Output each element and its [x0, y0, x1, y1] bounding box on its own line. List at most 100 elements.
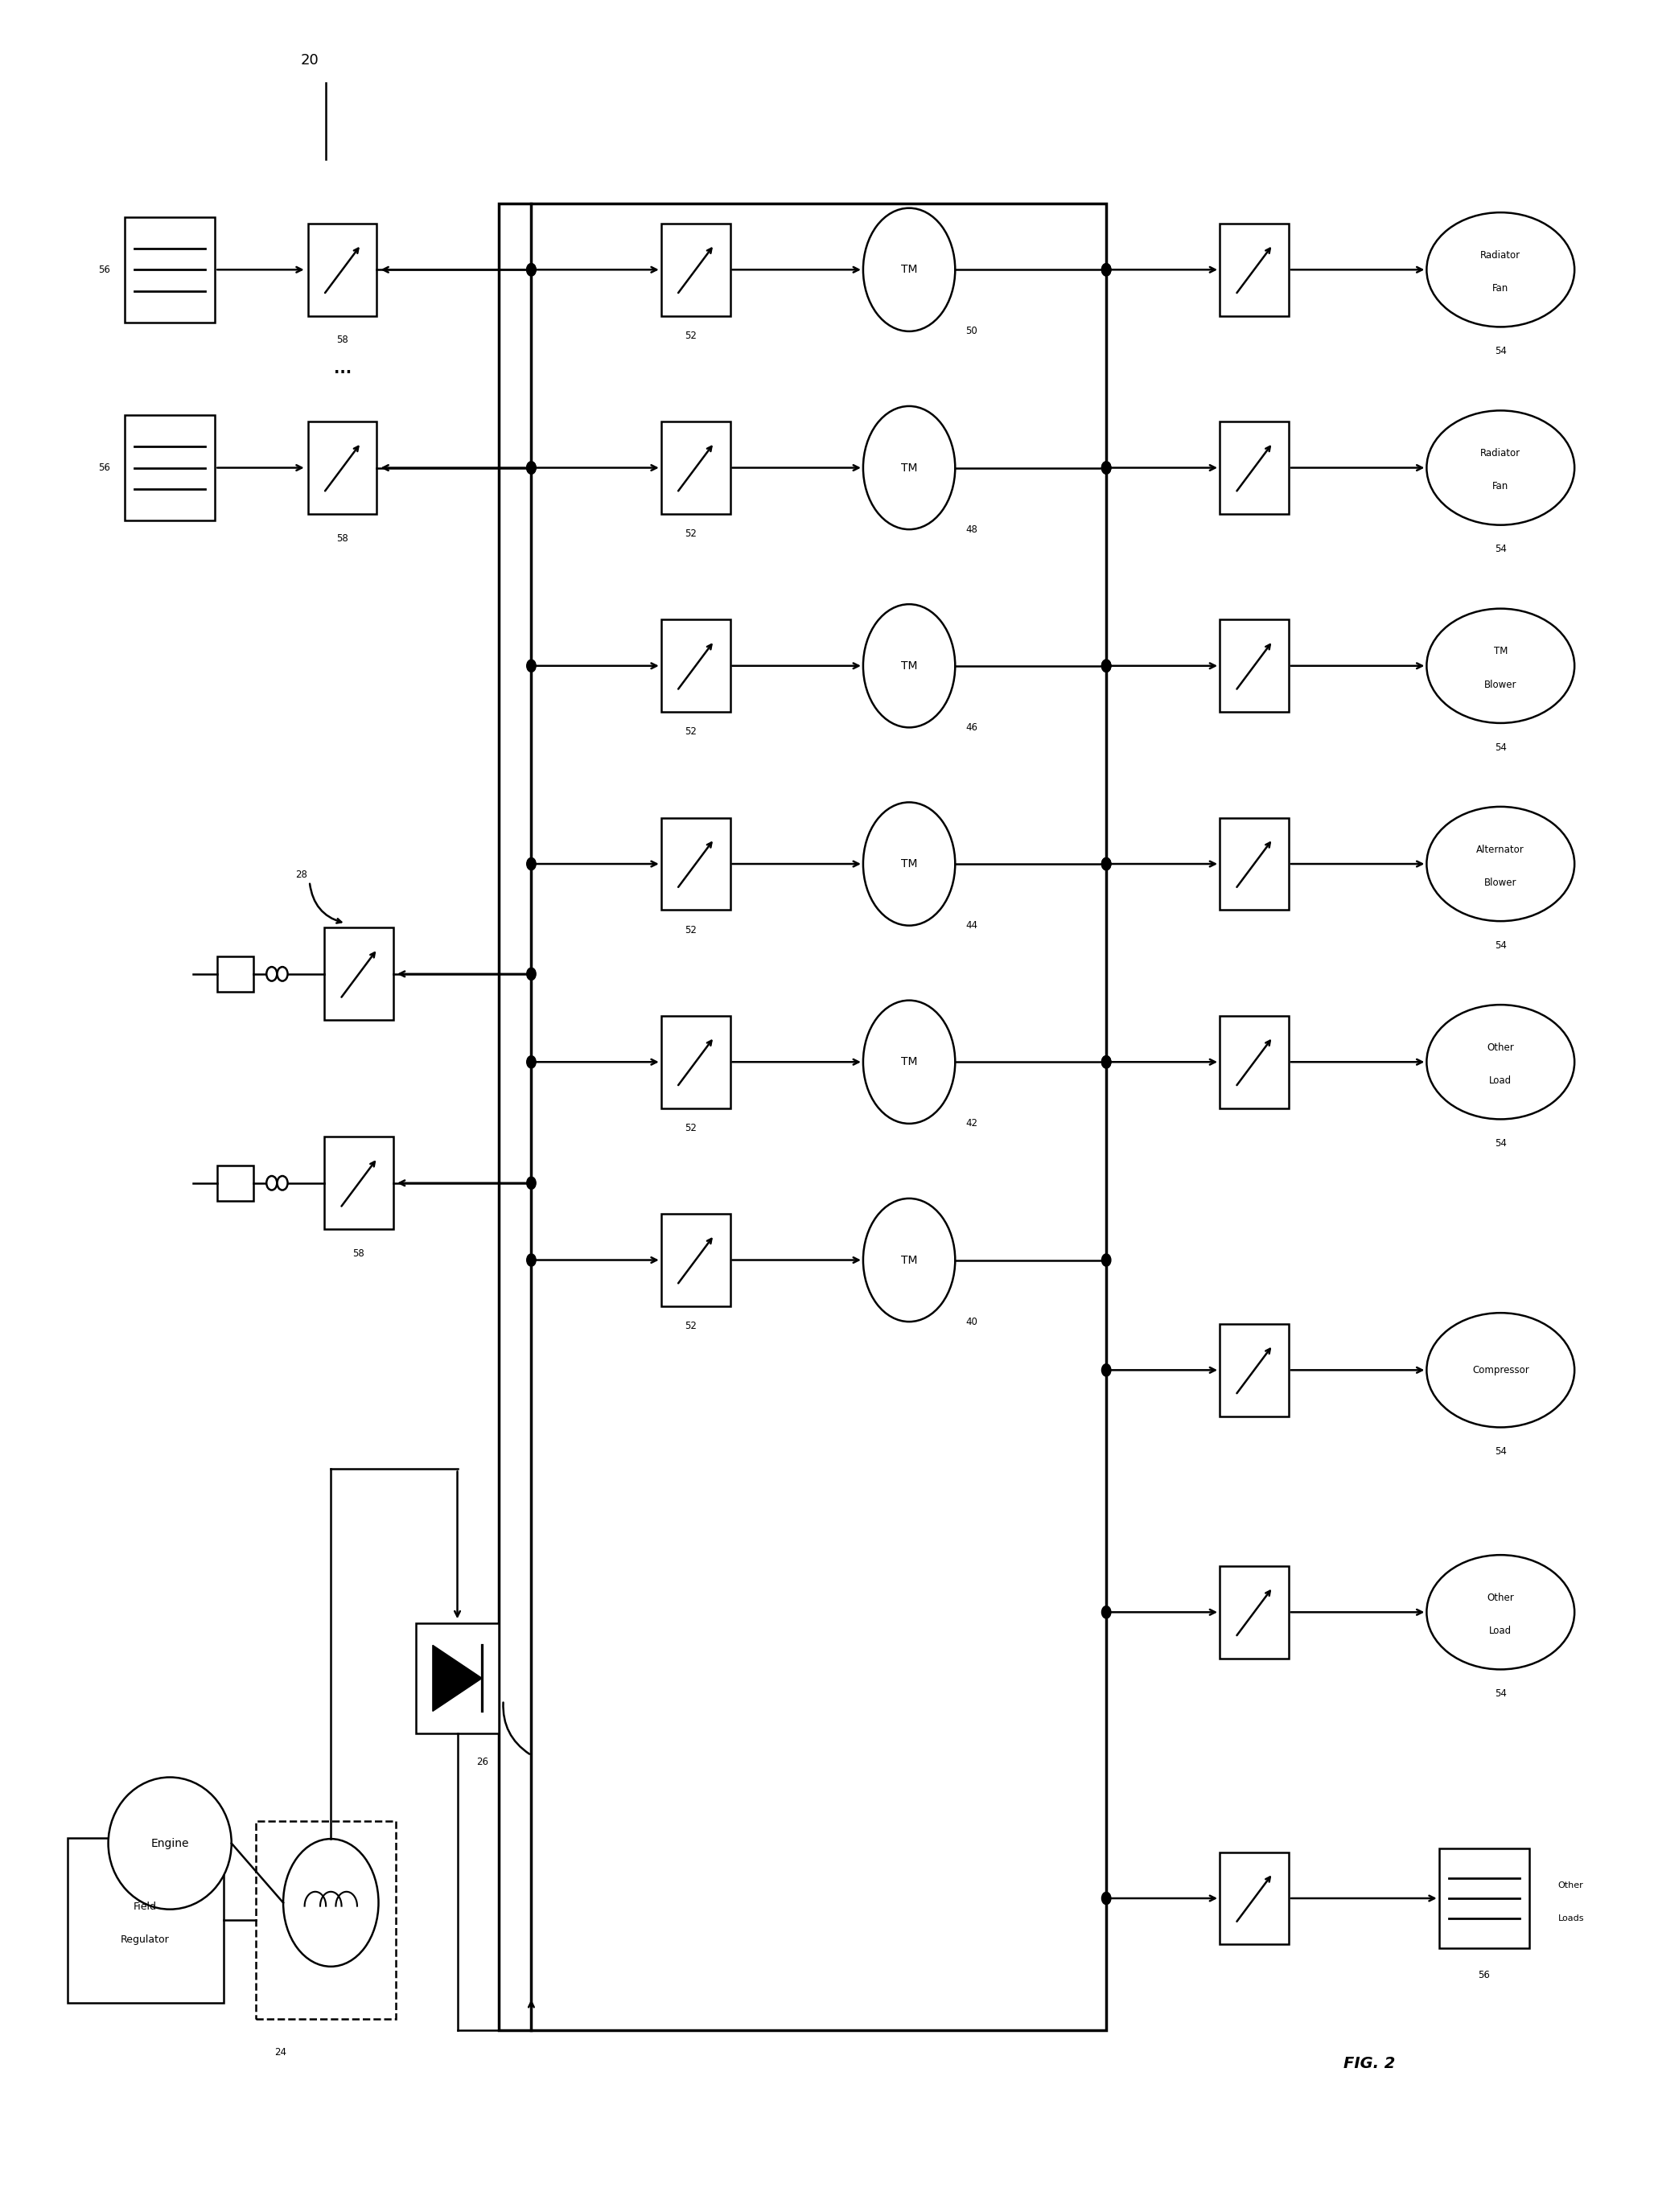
Text: Regulator: Regulator — [121, 1936, 170, 1944]
Circle shape — [863, 208, 954, 332]
Bar — [662, 1214, 729, 1307]
Text: FIG. 2: FIG. 2 — [1343, 2055, 1394, 2070]
Text: Blower: Blower — [1484, 878, 1517, 887]
Text: 58: 58 — [336, 533, 349, 544]
Bar — [1219, 818, 1288, 909]
Circle shape — [526, 858, 536, 869]
Circle shape — [1102, 263, 1111, 276]
Circle shape — [278, 967, 288, 980]
Circle shape — [1102, 858, 1111, 869]
Bar — [1219, 1566, 1288, 1659]
Text: Other: Other — [1487, 1593, 1513, 1604]
Ellipse shape — [1427, 1004, 1575, 1119]
Circle shape — [266, 1177, 276, 1190]
Circle shape — [863, 1199, 954, 1323]
Text: 28: 28 — [296, 869, 308, 880]
Text: TM: TM — [901, 263, 918, 274]
Text: 40: 40 — [966, 1316, 978, 1327]
Circle shape — [526, 263, 536, 276]
Text: 52: 52 — [685, 925, 696, 936]
Bar — [417, 1624, 498, 1734]
Bar — [662, 619, 729, 712]
Text: 48: 48 — [966, 524, 978, 535]
Text: Fan: Fan — [1492, 283, 1508, 294]
Text: 56: 56 — [98, 265, 111, 274]
Bar — [1219, 223, 1288, 316]
Text: 44: 44 — [966, 920, 978, 931]
Ellipse shape — [1427, 807, 1575, 920]
Text: 58: 58 — [336, 334, 349, 345]
Circle shape — [1102, 1891, 1111, 1905]
Text: 50: 50 — [966, 325, 978, 336]
Circle shape — [1102, 858, 1111, 869]
Text: 54: 54 — [1495, 1447, 1507, 1458]
Text: 52: 52 — [685, 330, 696, 341]
Text: ...: ... — [334, 361, 351, 376]
Text: 52: 52 — [685, 529, 696, 540]
Text: Compressor: Compressor — [1472, 1365, 1528, 1376]
Text: Fan: Fan — [1492, 482, 1508, 491]
Ellipse shape — [1427, 411, 1575, 524]
Circle shape — [1102, 462, 1111, 473]
Text: Load: Load — [1489, 1626, 1512, 1637]
Ellipse shape — [108, 1776, 232, 1909]
Bar — [498, 204, 1107, 2031]
Circle shape — [526, 263, 536, 276]
Text: 42: 42 — [966, 1119, 978, 1128]
Bar — [256, 1820, 395, 2020]
Circle shape — [526, 1177, 536, 1190]
Text: 20: 20 — [301, 53, 319, 69]
Bar — [1219, 619, 1288, 712]
Circle shape — [1102, 1055, 1111, 1068]
Circle shape — [1102, 659, 1111, 672]
Circle shape — [863, 803, 954, 925]
Text: Blower: Blower — [1484, 679, 1517, 690]
Circle shape — [863, 407, 954, 529]
Circle shape — [863, 604, 954, 728]
Ellipse shape — [1427, 608, 1575, 723]
Bar — [308, 422, 377, 513]
Ellipse shape — [1427, 1314, 1575, 1427]
Text: Engine: Engine — [151, 1838, 189, 1849]
Circle shape — [283, 1838, 379, 1966]
Circle shape — [526, 462, 536, 473]
Text: Other: Other — [1487, 1042, 1513, 1053]
Text: 54: 54 — [1495, 940, 1507, 951]
Text: Radiator: Radiator — [1480, 250, 1520, 261]
Circle shape — [266, 967, 276, 980]
Bar — [324, 927, 394, 1020]
Circle shape — [526, 1254, 536, 1265]
Bar — [308, 223, 377, 316]
Text: 54: 54 — [1495, 741, 1507, 752]
Text: 56: 56 — [98, 462, 111, 473]
Ellipse shape — [1427, 1555, 1575, 1670]
Bar — [1439, 1849, 1530, 1949]
Text: 26: 26 — [476, 1756, 488, 1767]
Bar — [1219, 1851, 1288, 1944]
Text: 46: 46 — [966, 723, 978, 732]
Ellipse shape — [1427, 212, 1575, 327]
Circle shape — [1102, 1606, 1111, 1619]
Circle shape — [526, 969, 536, 980]
Bar — [218, 956, 253, 991]
Text: Loads: Loads — [1558, 1913, 1585, 1922]
Text: Other: Other — [1558, 1880, 1583, 1889]
Text: 24: 24 — [275, 2046, 286, 2057]
Circle shape — [1102, 462, 1111, 473]
Bar — [1219, 422, 1288, 513]
Text: Alternator: Alternator — [1477, 845, 1525, 854]
Text: TM: TM — [901, 462, 918, 473]
Text: TM: TM — [1494, 646, 1507, 657]
Polygon shape — [433, 1646, 481, 1712]
Circle shape — [278, 1177, 288, 1190]
Text: TM: TM — [901, 1254, 918, 1265]
Circle shape — [1102, 1365, 1111, 1376]
Bar — [68, 1838, 223, 2002]
Text: 54: 54 — [1495, 1688, 1507, 1699]
Circle shape — [526, 462, 536, 473]
Bar — [218, 1166, 253, 1201]
Bar — [124, 217, 215, 323]
Circle shape — [863, 1000, 954, 1124]
Bar — [1219, 1323, 1288, 1416]
Circle shape — [1102, 1254, 1111, 1265]
